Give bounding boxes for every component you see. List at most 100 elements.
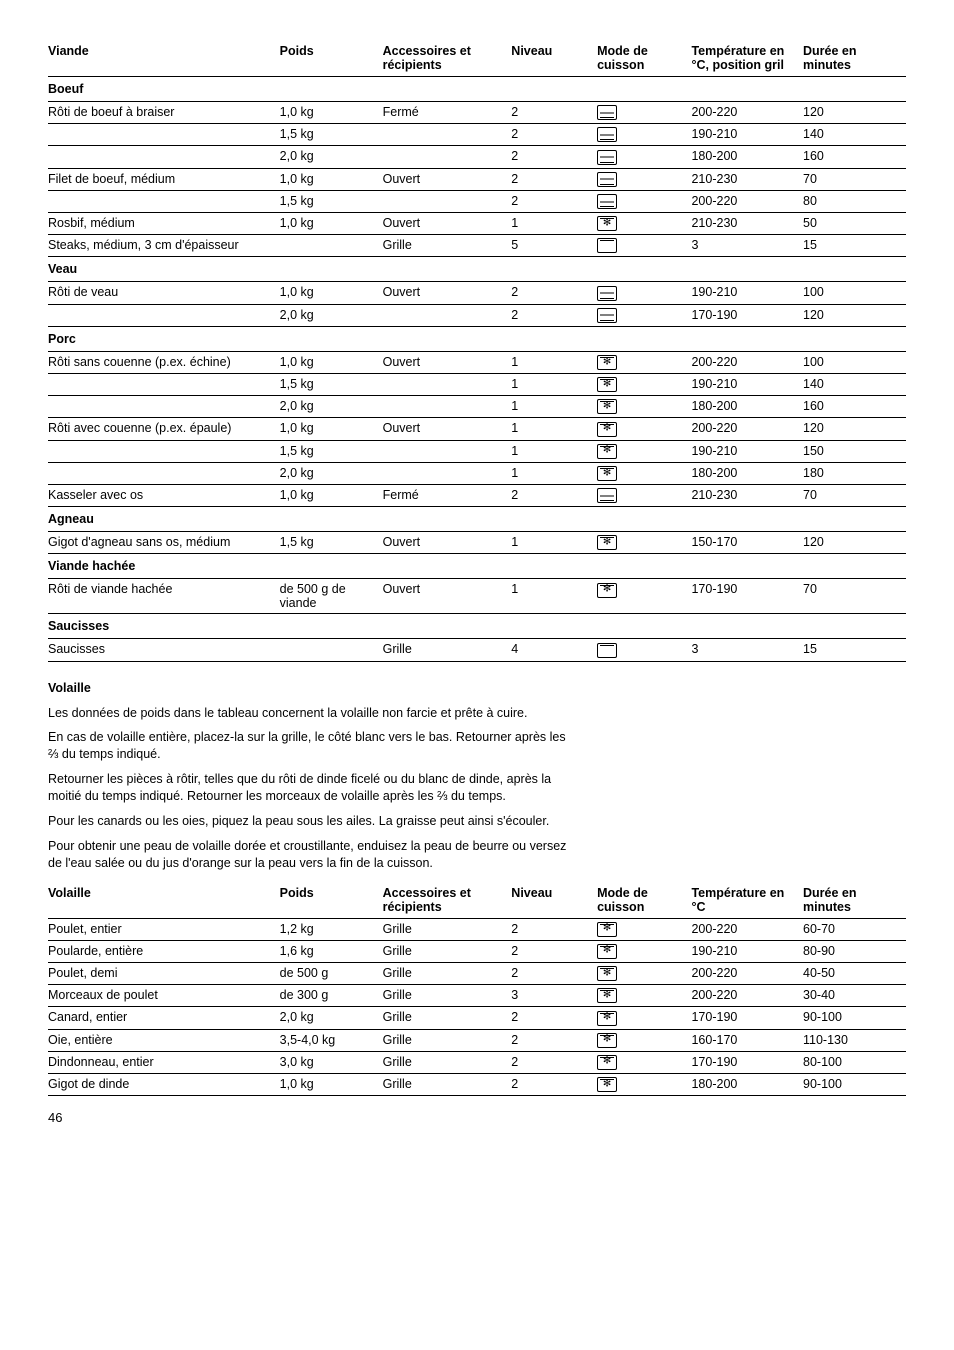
cell: Gigot d'agneau sans os, médium (48, 532, 280, 554)
cell: 3 (691, 235, 803, 257)
cell: Poulet, demi (48, 962, 280, 984)
cell: 2,0 kg (280, 146, 383, 168)
cell: 1,0 kg (280, 351, 383, 373)
cell: Grille (383, 1073, 512, 1095)
cell: 1 (511, 532, 597, 554)
cell: 200-220 (691, 351, 803, 373)
cell: 190-210 (691, 940, 803, 962)
cell: Ouvert (383, 418, 512, 440)
mode-icon (597, 102, 691, 124)
cell: 210-230 (691, 168, 803, 190)
cell: 1,5 kg (280, 440, 383, 462)
cell: 80-100 (803, 1051, 906, 1073)
section-header: Veau (48, 257, 906, 282)
table-row: Poulet, entier1,2 kgGrille2200-22060-70 (48, 918, 906, 940)
cell: Dindonneau, entier (48, 1051, 280, 1073)
section-header: Boeuf (48, 77, 906, 102)
cell: 3 (691, 639, 803, 661)
mode-icon (597, 532, 691, 554)
cell: 200-220 (691, 962, 803, 984)
cell (48, 440, 280, 462)
cell: Morceaux de poulet (48, 985, 280, 1007)
cell: 3,0 kg (280, 1051, 383, 1073)
mode-icon (597, 418, 691, 440)
cell (48, 374, 280, 396)
cell: 200-220 (691, 918, 803, 940)
cell (383, 462, 512, 484)
cell: 170-190 (691, 1051, 803, 1073)
table-row: 1,5 kg1190-210140 (48, 374, 906, 396)
cell: de 500 g (280, 962, 383, 984)
cell: 1,5 kg (280, 190, 383, 212)
cell: 2 (511, 124, 597, 146)
cell: 110-130 (803, 1029, 906, 1051)
cell: Rôti de viande hachée (48, 579, 280, 614)
cell (383, 124, 512, 146)
cell: 150 (803, 440, 906, 462)
mode-icon (597, 579, 691, 614)
cell: 180 (803, 462, 906, 484)
cell: Grille (383, 1007, 512, 1029)
cell: 80-90 (803, 940, 906, 962)
cell: 100 (803, 351, 906, 373)
cell: 1 (511, 462, 597, 484)
table-row: Rôti de veau1,0 kgOuvert2190-210100 (48, 282, 906, 304)
column-header: Volaille (48, 882, 280, 919)
cell: 150-170 (691, 532, 803, 554)
cell: 70 (803, 485, 906, 507)
cell: Grille (383, 962, 512, 984)
cell: 160-170 (691, 1029, 803, 1051)
cell: Grille (383, 639, 512, 661)
cell: 3 (511, 985, 597, 1007)
column-header: Accessoires et récipients (383, 40, 512, 77)
cell: Filet de boeuf, médium (48, 168, 280, 190)
cell: 140 (803, 374, 906, 396)
cell: 160 (803, 396, 906, 418)
mode-icon (597, 396, 691, 418)
cell: Poulet, entier (48, 918, 280, 940)
cell: 1,5 kg (280, 124, 383, 146)
cell: 180-200 (691, 396, 803, 418)
cell: 2 (511, 146, 597, 168)
cell (383, 304, 512, 326)
cell: Rôti avec couenne (p.ex. épaule) (48, 418, 280, 440)
cell (48, 146, 280, 168)
cell: Grille (383, 1029, 512, 1051)
cell: 170-190 (691, 1007, 803, 1029)
cell (48, 304, 280, 326)
cell: 180-200 (691, 462, 803, 484)
mode-icon (597, 485, 691, 507)
column-header: Mode de cuisson (597, 882, 691, 919)
cell: Saucisses (48, 639, 280, 661)
table-row: Kasseler avec os1,0 kgFermé2210-23070 (48, 485, 906, 507)
cell: 60-70 (803, 918, 906, 940)
mode-icon (597, 282, 691, 304)
section-header: Porc (48, 326, 906, 351)
column-header: Niveau (511, 882, 597, 919)
cell: 2 (511, 190, 597, 212)
mode-icon (597, 235, 691, 257)
column-header: Durée en minutes (803, 40, 906, 77)
cell: 200-220 (691, 418, 803, 440)
cell: 180-200 (691, 1073, 803, 1095)
cell: 2,0 kg (280, 462, 383, 484)
cell: Canard, entier (48, 1007, 280, 1029)
cell: 15 (803, 235, 906, 257)
table-row: 2,0 kg2180-200160 (48, 146, 906, 168)
cell: 2 (511, 1051, 597, 1073)
table-row: Filet de boeuf, médium1,0 kgOuvert2210-2… (48, 168, 906, 190)
cell: 120 (803, 102, 906, 124)
cell: Ouvert (383, 282, 512, 304)
cell: 2 (511, 282, 597, 304)
cell: Ouvert (383, 532, 512, 554)
cell: 2 (511, 1073, 597, 1095)
cell: 3,5-4,0 kg (280, 1029, 383, 1051)
cell: Grille (383, 985, 512, 1007)
column-header: Niveau (511, 40, 597, 77)
cell: 2 (511, 962, 597, 984)
cell: Rôti sans couenne (p.ex. échine) (48, 351, 280, 373)
table-row: Gigot de dinde1,0 kgGrille2180-20090-100 (48, 1073, 906, 1095)
cell (48, 396, 280, 418)
column-header: Température en °C (691, 882, 803, 919)
table-row: Steaks, médium, 3 cm d'épaisseurGrille53… (48, 235, 906, 257)
